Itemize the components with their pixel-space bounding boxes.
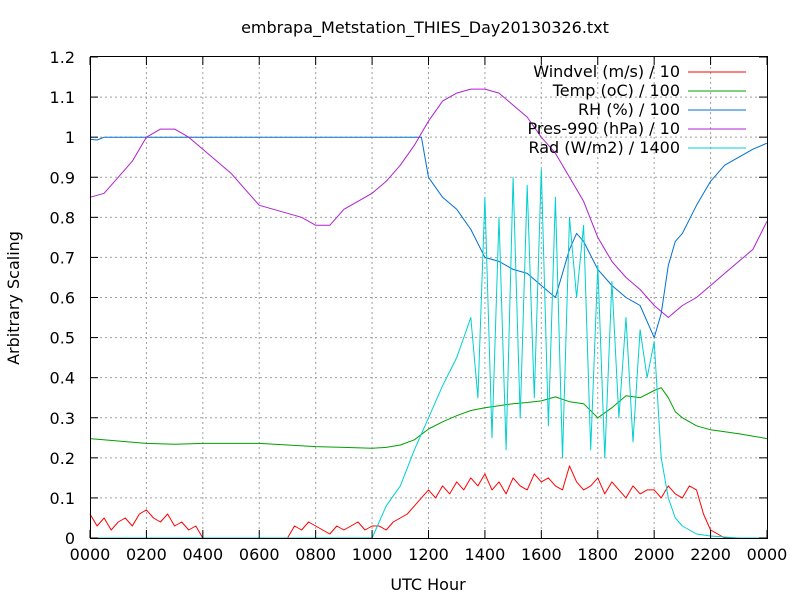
series-layer — [89, 88, 768, 539]
x-tick-label: 0600 — [239, 545, 280, 564]
y-tick-label: 1 — [65, 128, 75, 147]
y-tick-label: 0.7 — [50, 248, 75, 267]
y-tick-label: 0.3 — [50, 409, 75, 428]
x-tick-label: 0400 — [182, 545, 223, 564]
chart-title: embrapa_Metstation_THIES_Day20130326.txt — [241, 18, 609, 38]
x-tick-label: 1200 — [408, 545, 449, 564]
series-line — [89, 465, 767, 539]
legend-label: Pres-990 (hPa) / 10 — [528, 119, 680, 138]
x-axis-label: UTC Hour — [390, 575, 466, 594]
x-tick-label: 0800 — [295, 545, 336, 564]
y-tick-label: 0 — [65, 529, 75, 548]
legend-label: Temp (oC) / 100 — [552, 81, 680, 100]
x-tick-label: 1600 — [521, 545, 562, 564]
y-tick-label: 0.8 — [50, 208, 75, 227]
x-tick-label: 2000 — [634, 545, 675, 564]
y-axis-label: Arbitrary Scaling — [4, 231, 23, 365]
y-tick-label: 0.6 — [50, 289, 75, 308]
legend-label: Windvel (m/s) / 10 — [533, 62, 680, 81]
series-line — [89, 387, 768, 449]
y-tick-label: 0.9 — [50, 168, 75, 187]
legend-label: RH (%) / 100 — [578, 100, 680, 119]
x-tick-label: 1400 — [465, 545, 506, 564]
series-line — [89, 136, 768, 339]
x-tick-label: 1000 — [352, 545, 393, 564]
ticks: 0000 0200 0400 0600 0800 1000 1200 1400 1600 1800… — [50, 48, 788, 564]
x-tick-label: 0200 — [126, 545, 167, 564]
x-tick-label: 0000 — [70, 545, 111, 564]
y-tick-label: 0.1 — [50, 489, 75, 508]
y-tick-label: 0.4 — [50, 369, 75, 388]
y-tick-label: 0.5 — [50, 329, 75, 348]
y-tick-label: 1.2 — [50, 48, 75, 67]
y-tick-label: 0.2 — [50, 449, 75, 468]
x-tick-label: 1800 — [577, 545, 618, 564]
legend-label: Rad (W/m2) / 1400 — [528, 138, 680, 157]
x-tick-label: 2200 — [690, 545, 731, 564]
y-tick-label: 1.1 — [50, 88, 75, 107]
series-line — [89, 88, 768, 318]
x-tick-label: 0000 — [747, 545, 788, 564]
